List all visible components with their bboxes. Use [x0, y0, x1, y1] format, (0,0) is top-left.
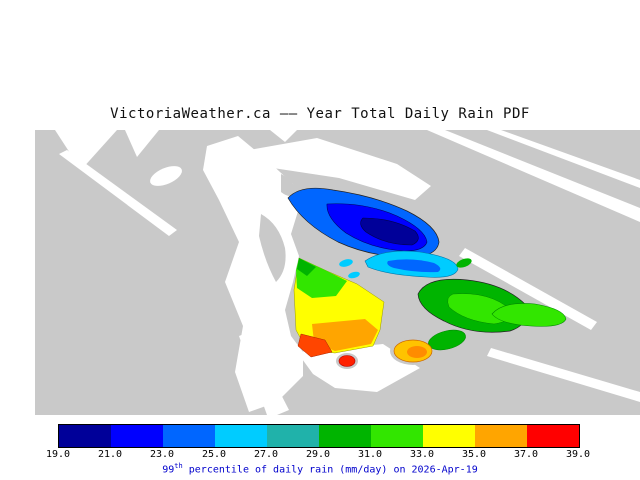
colorbar-segment — [163, 425, 215, 447]
colorbar-ticks: 19.0 21.0 23.0 25.0 27.0 29.0 31.0 33.0 35.0 37.0… — [46, 449, 590, 462]
figure-title: VictoriaWeather.ca —— Year Total Daily R… — [110, 106, 530, 122]
colorbar-segment — [527, 425, 579, 447]
map-water-group — [55, 130, 640, 415]
contour-cyan-sliver — [339, 259, 353, 267]
colorbar-segment — [111, 425, 163, 447]
islet — [281, 174, 297, 196]
water-channel-se — [459, 248, 597, 330]
contour-peninsula-green-dark — [297, 258, 316, 276]
colorbar-tick-label: 25.0 — [201, 449, 227, 460]
colorbar-tick-label: 29.0 — [305, 449, 331, 460]
contour-peninsula-orange — [312, 319, 378, 351]
colorbar-tick-label: 23.0 — [149, 449, 175, 460]
contour-peninsula-red — [297, 333, 333, 358]
water-south-bay — [297, 344, 420, 392]
colorbar-segment — [371, 425, 423, 447]
islet — [259, 214, 286, 282]
water-channel-se — [487, 348, 640, 402]
colorbar-tick-label: 35.0 — [461, 449, 487, 460]
contour-group — [287, 187, 567, 367]
colorbar-segment — [423, 425, 475, 447]
water-top-band — [249, 138, 431, 200]
contour-cyan-core — [387, 259, 441, 273]
colorbar-segment — [475, 425, 527, 447]
caption-superscript: th — [174, 462, 183, 470]
colorbar-segments — [58, 424, 580, 448]
water-shape — [125, 130, 159, 157]
colorbar-tick-label: 27.0 — [253, 449, 279, 460]
colorbar-tick-label: 31.0 — [357, 449, 383, 460]
colorbar-segment — [215, 425, 267, 447]
water-lake — [150, 166, 182, 186]
water-shape — [55, 130, 117, 170]
water-central-inlet — [203, 136, 303, 412]
contour-red-spot — [338, 355, 356, 367]
contour-map — [35, 130, 640, 415]
water-channel-sw — [239, 332, 289, 415]
colorbar-tick-label: 39.0 — [565, 449, 591, 460]
colorbar-tick-label: 37.0 — [513, 449, 539, 460]
contour-blue-core — [360, 217, 419, 246]
colorbar-segment — [59, 425, 111, 447]
colorbar-segment — [319, 425, 371, 447]
colorbar-segment — [267, 425, 319, 447]
colorbar-tick-label: 21.0 — [97, 449, 123, 460]
caption-prefix: 99 — [162, 464, 175, 476]
colorbar-caption: 99th percentile of daily rain (mm/day) o… — [0, 462, 640, 475]
contour-green-nub — [456, 258, 472, 268]
contour-lime-patch — [491, 303, 567, 327]
contour-orange-oval-core — [407, 346, 427, 358]
colorbar-tick-label: 19.0 — [45, 449, 71, 460]
caption-rest: percentile of daily rain (mm/day) on 202… — [182, 464, 478, 476]
colorbar-tick-label: 33.0 — [409, 449, 435, 460]
water-shape — [59, 150, 177, 236]
water-channel-ne — [487, 130, 640, 188]
water-channel-ne — [427, 130, 640, 222]
water-shape — [270, 130, 297, 142]
contour-cyan-sliver — [348, 271, 360, 279]
